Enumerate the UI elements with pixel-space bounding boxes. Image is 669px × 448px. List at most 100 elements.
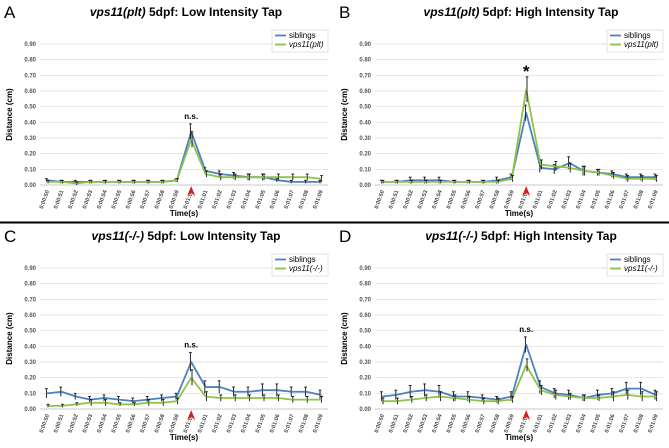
chart-title: vps11(-/-) 5dpf: High Intensity Tap [425, 229, 617, 243]
legend-entry-mutant: vps11(plt) [289, 40, 324, 49]
y-tick-label: 0.40 [24, 344, 36, 350]
data-point [132, 400, 135, 403]
data-point [539, 389, 542, 392]
chart-title: vps11(plt) 5dpf: Low Intensity Tap [90, 5, 282, 19]
y-axis-title: Distance (cm) [340, 312, 349, 365]
data-point [276, 176, 279, 179]
data-point [510, 398, 513, 401]
y-tick-label: 0.00 [24, 183, 36, 189]
data-point [395, 180, 398, 183]
y-tick-label: 0.90 [359, 266, 371, 272]
data-point [175, 395, 178, 398]
data-point [438, 395, 441, 398]
y-tick-label: 0.50 [359, 329, 371, 335]
data-point [640, 395, 643, 398]
data-point [247, 176, 250, 179]
legend-entry-siblings: siblings [289, 31, 316, 40]
data-point [597, 171, 600, 174]
data-point [510, 177, 513, 180]
data-point [424, 397, 427, 399]
y-tick-label: 0.40 [359, 120, 371, 126]
y-tick-label: 0.90 [24, 42, 36, 48]
x-axis-title: Time(s) [170, 209, 199, 218]
data-point [410, 390, 412, 393]
data-point [640, 387, 643, 390]
series-line-mutant [382, 88, 656, 183]
data-point [132, 180, 135, 183]
x-axis-title: Time(s) [505, 209, 534, 218]
data-point [525, 343, 528, 346]
data-point [60, 180, 63, 183]
y-tick-label: 0.60 [24, 313, 36, 319]
series-line-siblings [382, 112, 656, 183]
data-point [582, 397, 585, 399]
y-tick-label: 0.10 [359, 391, 371, 397]
data-point [453, 180, 456, 183]
data-point [424, 180, 427, 183]
data-point [424, 389, 427, 392]
data-point [161, 401, 164, 404]
stimulus-arrow-icon [187, 186, 196, 196]
data-point [175, 400, 178, 403]
data-point [319, 394, 322, 396]
data-point [395, 400, 398, 403]
series-line-siblings [382, 343, 657, 401]
panel-letter: A [4, 3, 16, 22]
data-point [305, 180, 308, 183]
data-point [46, 180, 49, 183]
data-point [147, 401, 149, 404]
data-point [60, 404, 63, 407]
y-tick-label: 0.40 [24, 120, 36, 126]
chart-title-gene: vps11(plt) [424, 5, 480, 19]
data-point [276, 397, 279, 399]
stimulus-arrow-icon [522, 410, 531, 420]
chart-title: vps11(plt) 5dpf: High Intensity Tap [424, 5, 619, 19]
y-axis-title: Distance (cm) [340, 88, 349, 141]
data-point [539, 163, 542, 166]
data-point [611, 174, 614, 177]
y-tick-label: 0.10 [24, 391, 36, 397]
chart-title-rest: 5dpf: Low Intensity Tap [144, 229, 280, 243]
data-point [611, 395, 614, 398]
y-axis-title: Distance (cm) [5, 88, 14, 141]
y-tick-label: 0.30 [24, 360, 36, 366]
legend-entry-siblings: siblings [624, 31, 651, 40]
panel-letter: C [4, 227, 16, 246]
y-tick-label: 0.80 [359, 282, 371, 288]
significance-annotation: n.s. [519, 325, 533, 334]
y-tick-label: 0.20 [359, 152, 371, 158]
y-tick-label: 0.80 [359, 58, 371, 64]
data-point [262, 176, 265, 179]
data-point [103, 397, 106, 399]
y-tick-label: 0.20 [24, 376, 36, 382]
data-point [46, 404, 49, 407]
series-line-mutant [47, 138, 321, 185]
data-point [381, 395, 384, 398]
data-point [525, 364, 528, 367]
data-point [175, 179, 178, 182]
significance-annotation: n.s. [184, 112, 198, 121]
data-point [219, 386, 221, 388]
data-point [568, 166, 571, 169]
legend-entry-siblings: siblings [624, 255, 651, 264]
data-point [118, 180, 121, 183]
data-point [60, 390, 63, 393]
data-point [89, 401, 92, 404]
data-point [204, 173, 207, 175]
data-point [319, 398, 322, 401]
data-point [453, 397, 456, 399]
data-point [204, 386, 207, 388]
data-point [554, 165, 556, 168]
y-tick-label: 0.00 [359, 407, 371, 413]
data-point [597, 397, 600, 399]
stimulus-arrow-icon [522, 186, 531, 196]
chart-title-gene: vps11(-/-) [425, 229, 477, 243]
data-point [626, 387, 628, 390]
data-point [190, 376, 193, 379]
data-point [654, 177, 657, 180]
data-point [247, 390, 250, 393]
data-point [496, 400, 499, 403]
data-point [276, 389, 279, 392]
y-tick-label: 0.50 [359, 105, 371, 111]
